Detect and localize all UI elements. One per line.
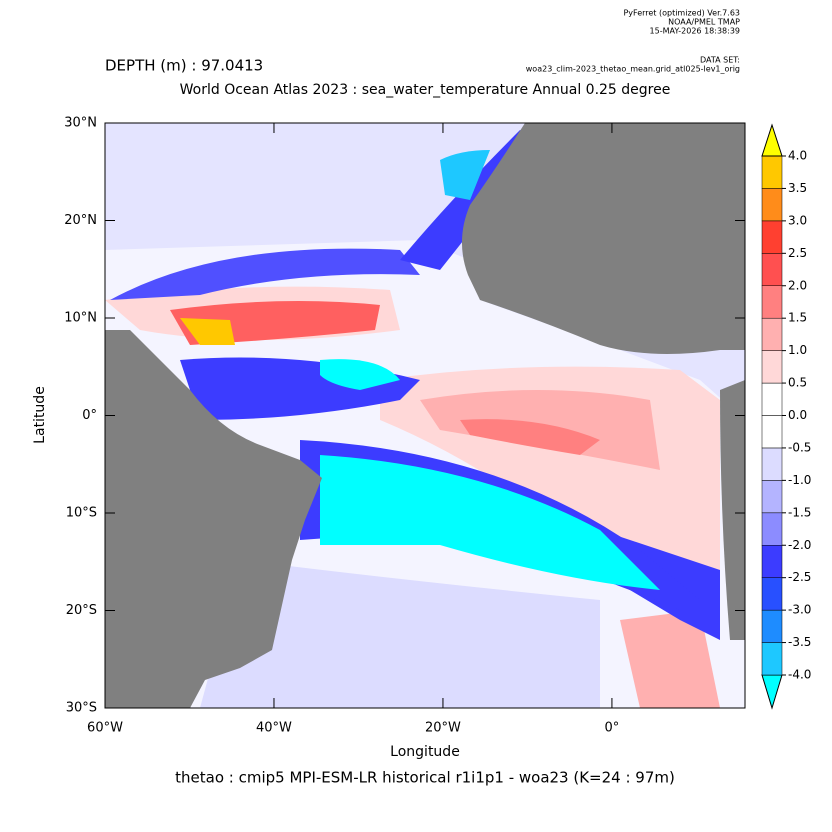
footer: thetao : cmip5 MPI-ESM-LR historical r1i… <box>175 769 675 787</box>
colorbar-under <box>761 674 783 710</box>
colorbar-label: 2.5 <box>788 246 807 260</box>
land-africa <box>461 123 745 354</box>
chart-title: World Ocean Atlas 2023 : sea_water_tempe… <box>180 82 671 98</box>
colorbar-band <box>761 253 783 286</box>
colorbar-band <box>761 220 783 254</box>
y-tick-label: 20°S <box>66 603 97 618</box>
y-tick-label: 10°N <box>64 311 97 326</box>
field-region <box>320 359 400 390</box>
colorbar-band <box>761 447 783 481</box>
colorbar-band <box>761 577 783 611</box>
x-tick-label: 60°W <box>87 721 123 736</box>
colorbar-label: 0.5 <box>788 376 807 390</box>
y-tick-label: 30°S <box>66 701 97 716</box>
dataset-label: DATA SET: <box>700 56 740 65</box>
colorbar-band <box>761 545 783 578</box>
colorbar-label: 3.0 <box>788 213 807 227</box>
colorbar-label: 0.0 <box>788 408 807 422</box>
colorbar-label: -1.5 <box>788 505 811 519</box>
colorbar-band <box>761 188 783 222</box>
colorbar-band <box>761 609 783 643</box>
y-tick-label: 20°N <box>64 213 97 228</box>
field-region <box>440 150 490 200</box>
colorbar-over <box>761 123 783 157</box>
header-line: 15-MAY-2026 18:38:39 <box>650 27 740 36</box>
colorbar-label: -2.5 <box>788 570 811 584</box>
colorbar-label: -4.0 <box>788 668 811 682</box>
colorbar-label: 1.0 <box>788 343 807 357</box>
colorbar-band <box>761 155 783 189</box>
colorbar-label: -2.0 <box>788 538 811 552</box>
colorbar-band <box>761 382 783 416</box>
land-africa <box>720 380 745 640</box>
colorbar-band <box>761 512 783 546</box>
header-line: NOAA/PMEL TMAP <box>668 18 740 27</box>
field <box>105 123 745 708</box>
field-region <box>180 318 235 345</box>
x-tick-label: 0° <box>605 721 620 736</box>
colorbar-label: -1.0 <box>788 473 811 487</box>
field-region <box>320 455 660 590</box>
depth-label: DEPTH (m) : 97.0413 <box>105 57 263 75</box>
colorbar-label: -0.5 <box>788 440 811 454</box>
colorbar-label: -3.5 <box>788 635 811 649</box>
x-axis-label: Longitude <box>390 744 460 760</box>
colorbar-band <box>761 642 783 676</box>
x-tick-label: 20°W <box>425 721 461 736</box>
y-tick-label: 30°N <box>64 116 97 131</box>
y-axis-label: Latitude <box>32 386 48 444</box>
field-region <box>110 248 420 300</box>
field-region <box>460 419 600 455</box>
colorbar-label: 3.5 <box>788 181 807 195</box>
y-tick-label: 0° <box>82 408 97 423</box>
land-south-america <box>105 330 322 708</box>
colorbar-label: 2.0 <box>788 278 807 292</box>
colorbar-band <box>761 415 783 449</box>
header-line: PyFerret (optimized) Ver.7.63 <box>623 9 740 18</box>
dataset: woa23_clim-2023_thetao_mean.grid_atl025-… <box>526 65 740 74</box>
colorbar-band <box>761 285 783 319</box>
colorbar-band <box>761 480 783 514</box>
colorbar-label: 1.5 <box>788 311 807 325</box>
colorbar-band <box>761 317 783 351</box>
colorbar: -4.0 -3.5 -3.0 -2.5 -2.0 -1.5 -1.0 -0.5 0.0 0.5 1.… <box>761 123 811 710</box>
field-region <box>620 610 720 708</box>
header: PyFerret (optimized) Ver.7.63 NOAA/PMEL … <box>526 9 740 74</box>
colorbar-label: -3.0 <box>788 603 811 617</box>
colorbar-label: 4.0 <box>788 149 807 163</box>
axes: 60°W 40°W 20°W 0° 30°N 20°N 10°N 0° 10°S 20°S 30°S <box>64 116 745 736</box>
y-tick-label: 10°S <box>66 506 97 521</box>
colorbar-band <box>761 350 783 384</box>
field-region <box>200 560 600 708</box>
x-tick-label: 40°W <box>256 721 292 736</box>
